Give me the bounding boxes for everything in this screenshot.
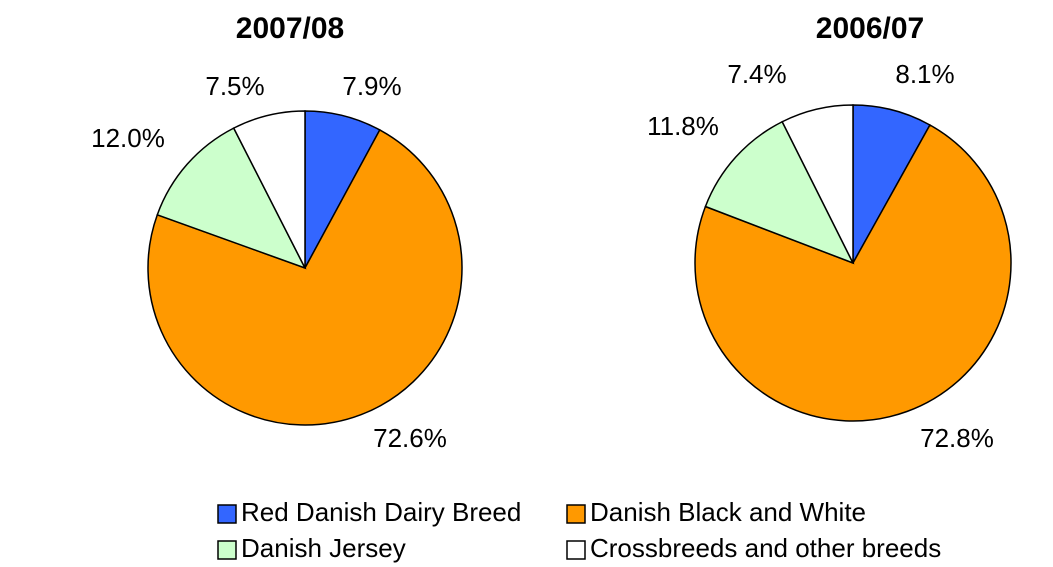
data-label: 11.8% — [647, 111, 719, 141]
legend-label: Crossbreeds and other breeds — [590, 533, 941, 563]
pie-slice — [147, 128, 463, 426]
legend-swatch — [566, 540, 586, 560]
data-label: 7.4% — [727, 59, 786, 89]
legend-label: Red Danish Dairy Breed — [241, 497, 521, 527]
pie-slice — [156, 127, 307, 270]
pie-slice — [694, 123, 1012, 422]
data-label: 8.1% — [895, 59, 954, 89]
chart-title: 2006/07 — [816, 12, 924, 45]
legend-swatch — [217, 540, 237, 560]
pie-slice — [704, 120, 855, 265]
data-label: 7.9% — [342, 71, 401, 101]
legend-swatch — [217, 504, 237, 524]
pie-slice — [781, 104, 854, 264]
legend-swatch — [566, 504, 586, 524]
data-label: 72.8% — [920, 423, 994, 453]
pie-slice — [232, 110, 306, 269]
data-label: 7.5% — [205, 71, 264, 101]
legend-label: Danish Black and White — [590, 497, 866, 527]
data-label: 12.0% — [91, 123, 165, 153]
chart-title: 2007/08 — [236, 12, 344, 45]
legend-label: Danish Jersey — [241, 533, 406, 563]
data-label: 72.6% — [373, 423, 447, 453]
